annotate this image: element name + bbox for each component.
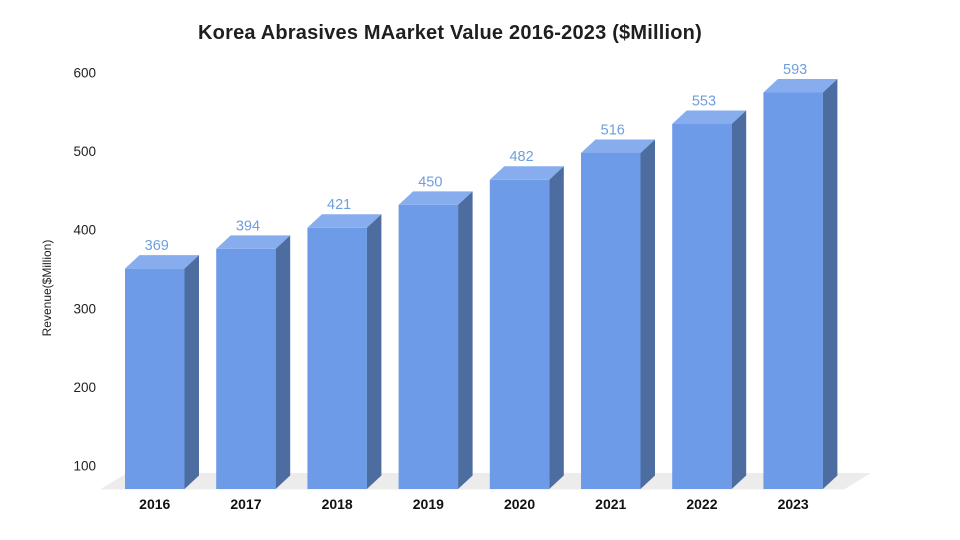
x-tick-label: 2021 <box>595 496 626 512</box>
bar-front-face-2022 <box>672 123 732 489</box>
y-tick-label: 100 <box>73 459 96 474</box>
bar-value-label: 516 <box>601 123 625 139</box>
bar-value-label: 593 <box>783 62 807 78</box>
bar-front-face-2019 <box>398 204 459 489</box>
bar-value-label: 394 <box>236 218 260 234</box>
y-tick-label: 300 <box>73 301 96 316</box>
y-tick-label: 500 <box>73 144 96 159</box>
bar-top-face-2023 <box>763 79 838 93</box>
bar-side-face-2018 <box>366 214 382 489</box>
bar-side-face-2023 <box>822 79 838 489</box>
bar-top-face-2017 <box>216 235 291 249</box>
x-tick-label: 2023 <box>778 496 809 512</box>
bar-front-face-2021 <box>581 153 641 490</box>
bar-value-label: 482 <box>509 149 533 165</box>
bar-top-face-2018 <box>307 214 382 228</box>
x-tick-label: 2017 <box>230 496 261 512</box>
bar-front-face-2016 <box>125 268 185 489</box>
x-tick-label: 2019 <box>413 496 444 512</box>
bar-top-face-2019 <box>398 191 473 205</box>
chart-floor <box>100 473 871 490</box>
chart-title: Korea Abrasives MAarket Value 2016-2023 … <box>198 22 702 44</box>
bar-front-face-2023 <box>763 92 823 489</box>
bar-side-face-2021 <box>640 139 655 490</box>
x-tick-label: 2016 <box>139 496 170 512</box>
y-tick-label: 200 <box>73 380 96 395</box>
bar-side-face-2019 <box>458 191 473 489</box>
y-tick-label: 600 <box>73 66 96 81</box>
bar-side-face-2017 <box>275 235 291 489</box>
bar-value-label: 369 <box>145 238 169 254</box>
x-tick-label: 2018 <box>322 496 353 512</box>
bar-top-face-2022 <box>672 110 747 124</box>
y-tick-label: 400 <box>73 223 96 238</box>
x-tick-label: 2020 <box>504 496 535 512</box>
bar-side-face-2020 <box>549 166 564 490</box>
bar-top-face-2021 <box>581 139 655 154</box>
bar-value-label: 450 <box>418 174 442 190</box>
bar-value-label: 553 <box>692 93 716 109</box>
bar-side-face-2016 <box>184 255 199 489</box>
bar-top-face-2016 <box>125 255 199 269</box>
x-tick-label: 2022 <box>686 496 717 512</box>
bar-front-face-2017 <box>216 248 276 489</box>
bar-front-face-2018 <box>307 227 367 489</box>
bar-value-label: 421 <box>327 197 351 213</box>
bar-front-face-2020 <box>489 179 550 490</box>
bar-side-face-2022 <box>731 110 747 489</box>
bar-top-face-2020 <box>489 166 564 180</box>
